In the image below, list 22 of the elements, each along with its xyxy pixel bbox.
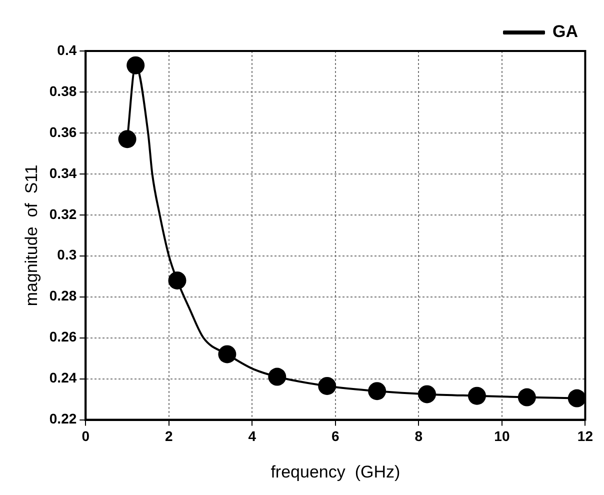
x-axis-title: frequency (GHz): [270, 462, 400, 482]
x-tick-label: 12: [577, 428, 594, 444]
x-tick-label: 4: [248, 428, 256, 444]
x-tick-label: 10: [494, 428, 510, 444]
y-axis-title: magnitude of S11: [22, 164, 41, 306]
y-tick-label: 0.24: [49, 370, 77, 386]
y-tick-label: 0.4: [57, 42, 77, 58]
y-tick-label: 0.28: [49, 288, 77, 304]
x-tick-label: 6: [332, 428, 340, 444]
y-tick-label: 0.32: [49, 206, 77, 222]
x-tick-label: 2: [165, 428, 174, 444]
legend-label: GA: [552, 22, 578, 42]
y-tick-label: 0.3: [57, 246, 77, 263]
x-tick-label: 0: [82, 428, 90, 444]
point: [568, 389, 586, 408]
y-tick-label: 0.38: [49, 82, 77, 99]
point: [118, 130, 136, 148]
y-tick-label: 0.34: [49, 164, 77, 181]
y-tick-label: 0.22: [49, 410, 77, 427]
y-tick-label: 0.36: [49, 124, 77, 140]
y-tick-label: 0.26: [49, 328, 77, 345]
x-tick-label: 8: [414, 428, 423, 444]
